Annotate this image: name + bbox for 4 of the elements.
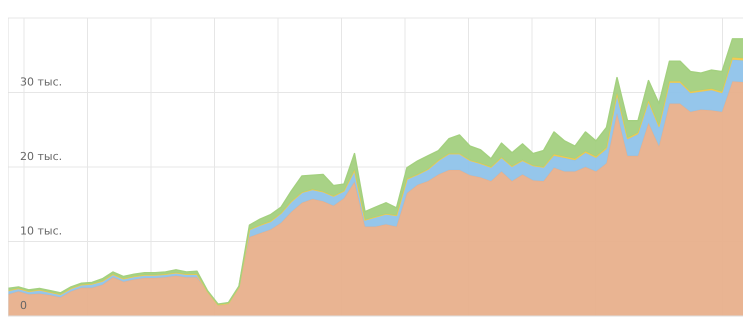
y-tick-label: 0 — [20, 299, 27, 312]
y-tick-label: 30 тыс. — [20, 76, 62, 88]
y-tick-label: 20 тыс. — [20, 150, 62, 163]
y-tick-label: 10 тыс. — [20, 224, 62, 238]
